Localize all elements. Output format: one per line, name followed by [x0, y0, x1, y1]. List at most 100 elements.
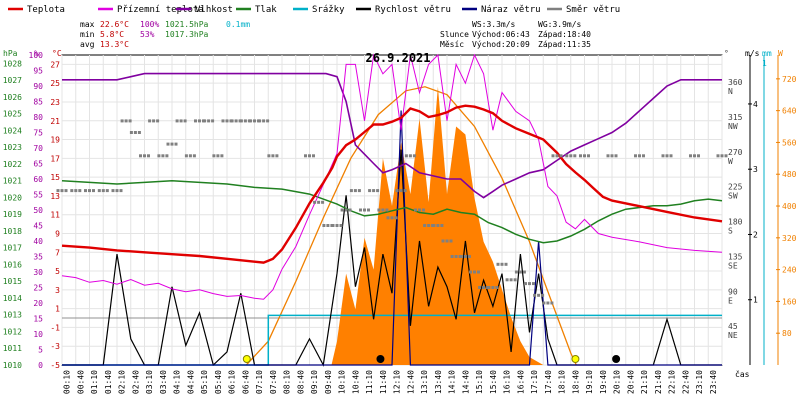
wind-direction-mark	[156, 119, 160, 123]
temp-tick-label: 3	[55, 286, 60, 295]
temp-tick-label: 13	[50, 192, 60, 201]
wind-direction-mark	[491, 286, 495, 289]
stats-max-rain: 0.1mm	[226, 20, 250, 29]
x-axis-unit: čas	[735, 369, 750, 379]
time-tick-label: 23:40	[709, 370, 718, 394]
wind-direction-mark	[386, 216, 390, 220]
wind-direction-mark	[467, 255, 471, 258]
wind-direction-mark	[537, 293, 541, 297]
temp-tick-label: 11	[50, 211, 60, 220]
wind-direction-mark	[198, 119, 201, 123]
direction-tick-deg: 45	[728, 322, 738, 331]
wind-direction-mark	[587, 154, 590, 158]
time-tick-label: 21:40	[654, 370, 663, 394]
stats-max-press: 1021.5hPa	[165, 20, 209, 29]
solar-tick-label: 160	[782, 297, 797, 306]
time-tick-label: 20:10	[613, 370, 622, 394]
time-tick-label: 11:10	[365, 370, 374, 394]
wind-direction-mark	[84, 189, 87, 193]
wind-direction-mark	[469, 270, 472, 274]
sunrise-time: Východ:06:43	[472, 30, 530, 39]
moon-marker	[612, 355, 621, 363]
wind-direction-mark	[308, 154, 311, 158]
wind-direction-mark	[559, 154, 563, 158]
temp-tick-label: 17	[50, 154, 60, 163]
legend-label: Srážky	[312, 5, 345, 15]
wind-gust-line	[62, 110, 722, 366]
direction-tick-name: E	[728, 296, 733, 305]
wind-direction-mark	[344, 208, 348, 212]
legend-label: Vlhkost	[195, 5, 233, 15]
wind-direction-mark	[124, 119, 128, 123]
wind-direction-mark	[408, 154, 412, 158]
wind-direction-mark	[573, 154, 577, 158]
wind-direction-mark	[170, 142, 174, 146]
humidity-line	[62, 72, 722, 199]
wind-direction-mark	[385, 208, 389, 212]
pct-tick-label: 5	[38, 346, 43, 355]
wind-direction-mark	[147, 154, 150, 158]
solar-theoretical-line	[245, 86, 577, 366]
pct-tick-label: 35	[33, 253, 43, 262]
pct-tick-label: 55	[33, 191, 43, 200]
wind-direction-mark	[528, 282, 531, 286]
hpa-tick-label: 1014	[3, 294, 22, 303]
sun-marker	[242, 355, 251, 363]
pct-tick-label: 75	[33, 129, 43, 138]
wind-direction-mark	[275, 154, 279, 158]
time-tick-label: 02:10	[118, 370, 127, 394]
pct-tick-label: 25	[33, 284, 43, 293]
wind-direction-mark	[546, 301, 550, 305]
wind-direction-mark	[440, 224, 444, 227]
time-tick-label: 11:40	[379, 370, 388, 394]
time-tick-label: 22:40	[681, 370, 690, 394]
direction-tick-name: NE	[728, 331, 738, 340]
temp-tick-label: -1	[50, 323, 60, 332]
solar-tick-label: 720	[782, 75, 797, 84]
direction-tick-deg: 315	[728, 113, 743, 122]
solar-area	[62, 86, 722, 366]
time-tick-label: 15:10	[475, 370, 484, 394]
time-tick-label: 06:10	[228, 370, 237, 394]
time-tick-label: 07:10	[255, 370, 264, 394]
wind-direction-mark	[504, 262, 508, 266]
wind-tick-label: 4	[753, 100, 758, 109]
pct-tick-label: 45	[33, 222, 43, 231]
time-tick-label: 02:40	[131, 370, 140, 394]
wind-direction-mark	[724, 154, 728, 158]
moonset-time: Západ:11:35	[538, 40, 591, 49]
wind-direction-mark	[522, 270, 526, 274]
time-tick-label: 01:10	[90, 370, 99, 394]
time-tick-label: 13:40	[434, 370, 443, 394]
wind-direction-mark	[258, 119, 262, 123]
wind-direction-mark	[353, 189, 357, 193]
sun-marker	[571, 355, 580, 363]
direction-tick-name: NW	[728, 122, 738, 131]
wind-direction-mark	[188, 154, 192, 158]
hpa-tick-label: 1021	[3, 177, 22, 186]
wind-direction-mark	[642, 154, 645, 158]
legend-label: Rychlost větru	[375, 5, 451, 15]
wind-direction-mark	[148, 119, 152, 123]
stats-avg-label: avg	[80, 40, 95, 49]
time-tick-label: 01:40	[104, 370, 113, 394]
wind-direction-mark	[312, 154, 315, 158]
wind-direction-mark	[203, 119, 207, 123]
wind-direction-mark	[348, 208, 352, 212]
wind-tick-label: 3	[753, 165, 758, 174]
pct-tick-label: 90	[33, 82, 43, 91]
wind-direction-mark	[716, 154, 720, 158]
temp-tick-label: 1	[55, 305, 60, 314]
hpa-tick-label: 1018	[3, 227, 22, 236]
stats-max-label: max	[80, 20, 95, 29]
wind-direction-mark	[436, 224, 440, 227]
wind-direction-mark	[267, 154, 271, 158]
wind-direction-mark	[445, 239, 449, 243]
wind-direction-mark	[427, 224, 431, 227]
hpa-tick-label: 1026	[3, 93, 22, 102]
temp-tick-label: 15	[50, 173, 60, 182]
wind-direction-mark	[372, 189, 376, 193]
time-tick-label: 07:40	[269, 370, 278, 394]
wind-direction-mark	[404, 154, 408, 158]
